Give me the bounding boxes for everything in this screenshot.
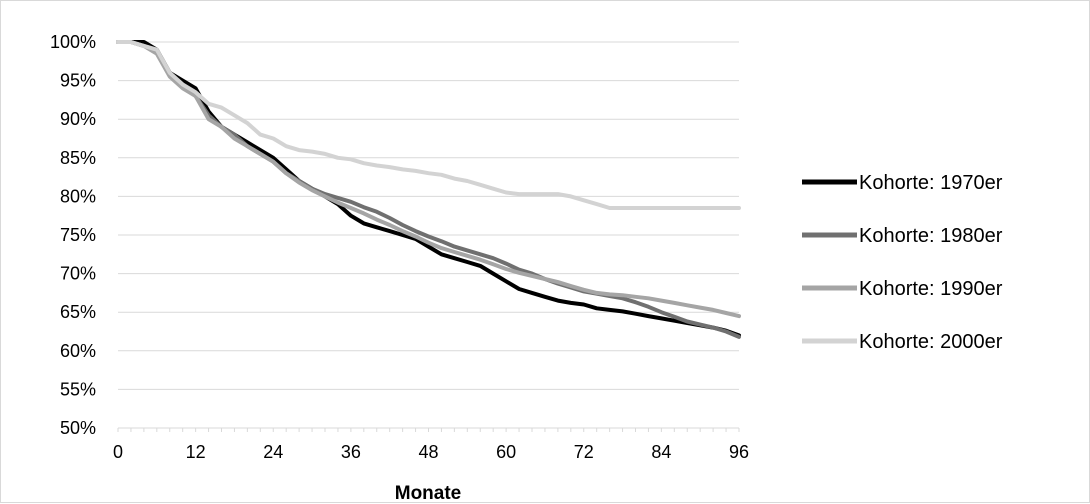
series-line-1: [116, 40, 741, 338]
x-tick-label: 0: [113, 442, 123, 462]
y-tick-label: 70%: [60, 264, 96, 284]
y-tick-label: 80%: [60, 186, 96, 206]
legend: Kohorte: 1970er Kohorte: 1980er Kohorte: 1…: [802, 172, 1003, 353]
y-tick-label: 85%: [60, 148, 96, 168]
y-tick-label: 100%: [50, 32, 96, 52]
y-tick-label: 95%: [60, 71, 96, 91]
x-tick-label: 60: [496, 442, 516, 462]
series-line-4: [116, 40, 741, 210]
x-tick-label: 36: [341, 442, 361, 462]
legend-label-1: Kohorte: 1970er: [859, 172, 1003, 194]
y-tick-label: 55%: [60, 379, 96, 399]
y-tick-label: 75%: [60, 225, 96, 245]
series-line-3: [116, 40, 741, 319]
x-tick-label: 84: [651, 442, 671, 462]
y-tick-label: 50%: [60, 418, 96, 438]
legend-label-4: Kohorte: 2000er: [859, 331, 1003, 353]
x-tick-label: 48: [418, 442, 438, 462]
axes: 50% 55% 60% 65% 70% 75% 80% 85% 90% 95% 100% 0 12 24 3…: [50, 32, 749, 462]
x-tick-label: 24: [263, 442, 283, 462]
series-line-2: [116, 40, 741, 339]
gridlines: [118, 41, 739, 390]
series-lines: [116, 40, 741, 339]
y-tick-label: 65%: [60, 302, 96, 322]
y-tick-label: 60%: [60, 341, 96, 361]
x-axis-title: Monate: [395, 483, 462, 504]
legend-label-3: Kohorte: 1990er: [859, 278, 1003, 300]
x-tick-label: 72: [574, 442, 594, 462]
x-tick-label: 96: [729, 442, 749, 462]
legend-label-2: Kohorte: 1980er: [859, 225, 1003, 247]
x-tick-label: 12: [186, 442, 206, 462]
y-tick-label: 90%: [60, 109, 96, 129]
